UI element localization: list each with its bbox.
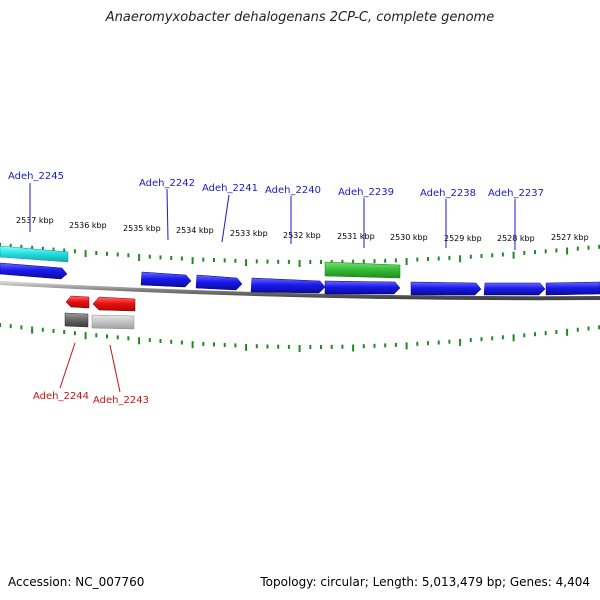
- reverse-gene-adeh-2243[interactable]: [92, 296, 136, 312]
- gene-label-adeh-2239[interactable]: Adeh_2239: [338, 187, 394, 198]
- scale-label: 2530 kbp: [390, 233, 428, 242]
- forward-gene-adeh-2241[interactable]: [195, 274, 243, 291]
- forward-gene-adeh-2240[interactable]: [250, 277, 326, 294]
- label-leader-lines: [29, 183, 516, 393]
- forward-gene-adeh-2242[interactable]: [140, 271, 192, 288]
- scale-labels: 2537 kbp 2536 kbp 2535 kbp 2534 kbp 2533…: [16, 216, 589, 243]
- scale-label: 2532 kbp: [283, 231, 321, 240]
- forward-gene-labels: Adeh_2245 Adeh_2242 Adeh_2241 Adeh_2240 …: [8, 171, 544, 199]
- forward-gene-adeh-2237[interactable]: [483, 282, 546, 296]
- scale-ticks-top: [0, 243, 600, 267]
- gene-label-adeh-2238[interactable]: Adeh_2238: [420, 188, 476, 199]
- gene-label-adeh-2244[interactable]: Adeh_2244: [33, 391, 89, 402]
- rna-gene-feature[interactable]: [324, 261, 401, 279]
- gene-label-adeh-2237[interactable]: Adeh_2237: [488, 188, 544, 199]
- forward-gene-adeh-2245[interactable]: [0, 262, 68, 280]
- reverse-gene-labels: Adeh_2244 Adeh_2243: [33, 391, 149, 406]
- forward-gene-partial[interactable]: [545, 281, 600, 296]
- light-gray-feature[interactable]: [91, 314, 135, 330]
- scale-label: 2528 kbp: [497, 234, 535, 243]
- accession-text: Accession: NC_007760: [8, 575, 145, 589]
- scale-label: 2531 kbp: [337, 232, 375, 241]
- forward-gene-adeh-2239[interactable]: [324, 280, 401, 295]
- genome-title: Anaeromyxobacter dehalogenans 2CP-C, com…: [105, 10, 495, 25]
- chromosome-backbone: [0, 281, 600, 301]
- scale-label: 2535 kbp: [123, 224, 161, 233]
- forward-gene-adeh-2238[interactable]: [410, 281, 482, 296]
- scale-label: 2536 kbp: [69, 221, 107, 230]
- scale-ticks-bottom: [0, 323, 600, 352]
- scale-label: 2527 kbp: [551, 233, 589, 242]
- cyan-feature[interactable]: [0, 245, 69, 263]
- gene-label-adeh-2241[interactable]: Adeh_2241: [202, 183, 258, 194]
- reverse-gene-adeh-2244[interactable]: [65, 295, 90, 309]
- gene-label-adeh-2242[interactable]: Adeh_2242: [139, 178, 195, 189]
- scale-label: 2529 kbp: [444, 234, 482, 243]
- gray-feature[interactable]: [64, 312, 89, 328]
- scale-label: 2537 kbp: [16, 216, 54, 225]
- scale-label: 2534 kbp: [176, 226, 214, 235]
- gene-label-adeh-2245[interactable]: Adeh_2245: [8, 171, 64, 182]
- gene-label-adeh-2240[interactable]: Adeh_2240: [265, 185, 321, 196]
- genome-summary-text: Topology: circular; Length: 5,013,479 bp…: [260, 575, 590, 589]
- scale-label: 2533 kbp: [230, 229, 268, 238]
- gene-label-adeh-2243[interactable]: Adeh_2243: [93, 395, 149, 406]
